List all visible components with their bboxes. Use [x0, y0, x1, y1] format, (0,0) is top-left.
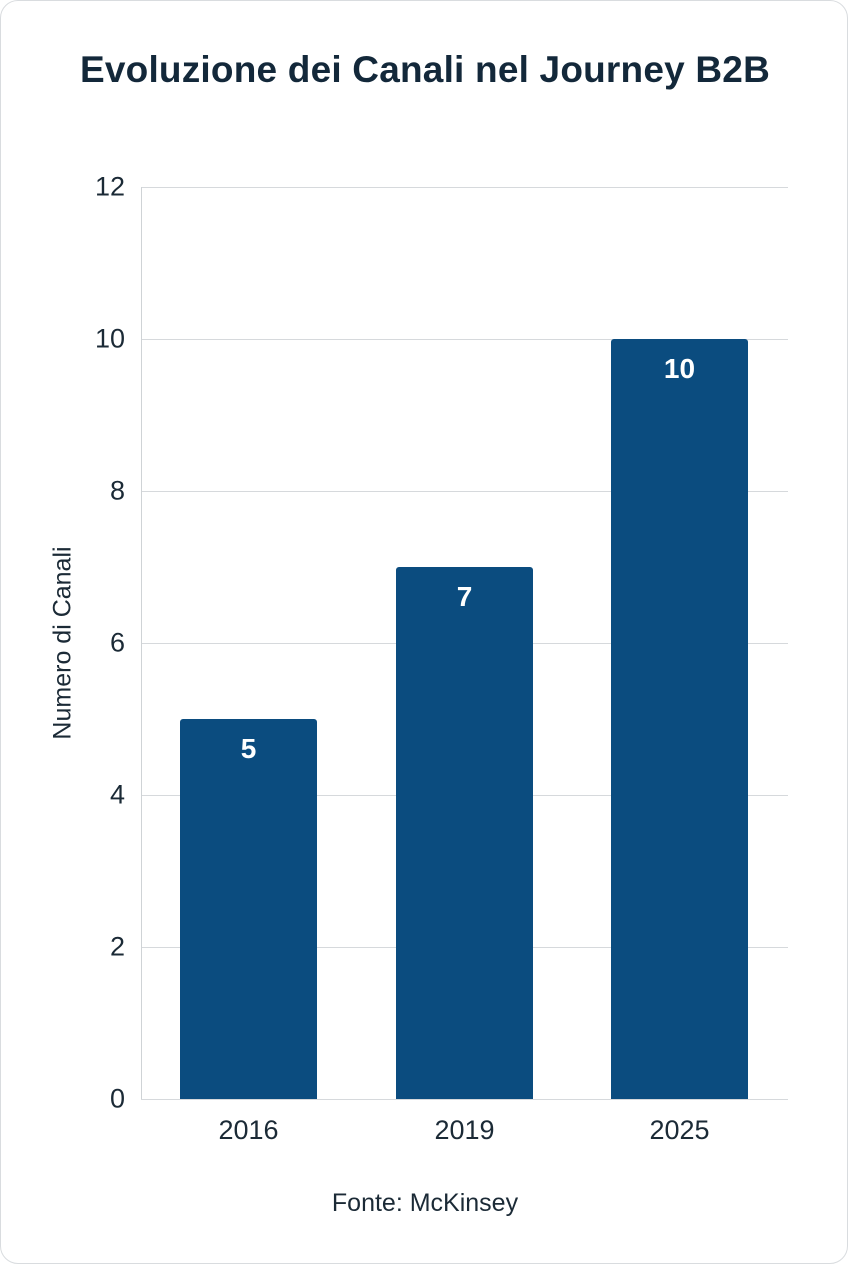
x-tick-2019: 2019 [434, 1115, 495, 1145]
source-note: Fonte: McKinsey [331, 1189, 519, 1217]
y-tick-2: 2 [109, 931, 125, 962]
bar-2025[interactable]: 10 [611, 339, 748, 1099]
x-tick-2025: 2025 [649, 1115, 710, 1145]
bar-value-label: 5 [240, 733, 257, 764]
y-tick-0: 0 [109, 1083, 125, 1114]
chart-title: Evoluzione dei Canali nel Journey B2B [79, 49, 770, 90]
x-tick-2016: 2016 [218, 1115, 279, 1145]
y-tick-4: 4 [109, 779, 125, 810]
bar-2019[interactable]: 7 [396, 567, 533, 1099]
bar-value-label: 10 [663, 353, 696, 384]
y-axis-line [141, 187, 142, 1099]
gridline-12 [141, 187, 788, 188]
y-tick-6: 6 [109, 627, 125, 658]
bar-2016[interactable]: 5 [180, 719, 317, 1099]
gridline-8 [141, 491, 788, 492]
plot-area: 12 10 8 6 4 2 0 5 7 10 2016 2019 2025 [95, 172, 788, 1145]
y-axis-label: Numero di Canali [48, 546, 77, 740]
gridline-10 [141, 339, 788, 340]
y-tick-12: 12 [94, 171, 125, 202]
bar-value-label: 7 [456, 581, 473, 612]
x-axis-baseline [141, 1099, 788, 1100]
y-tick-10: 10 [94, 323, 125, 354]
y-tick-8: 8 [109, 475, 125, 506]
